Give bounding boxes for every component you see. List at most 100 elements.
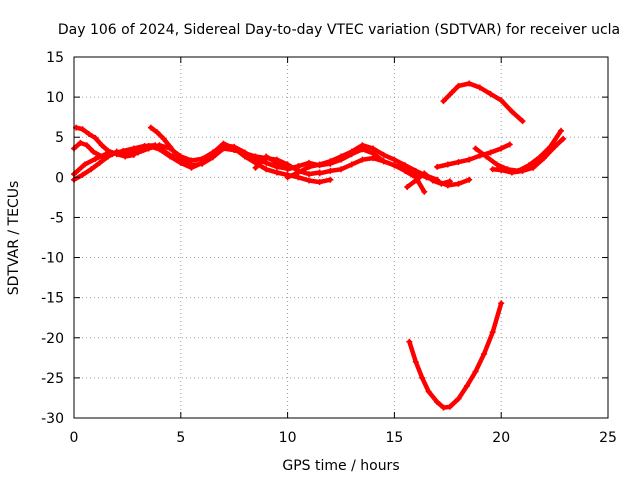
data-point [446,403,453,410]
data-point [188,162,195,169]
data-point [88,166,95,173]
data-point [404,183,411,190]
y-axis-label: SDTVAR / TECUs [6,181,22,296]
data-point [449,89,456,96]
series-trace-13 [441,81,525,124]
y-tick-label: 10 [46,90,64,106]
data-point [444,161,451,168]
data-point [77,139,84,146]
data-point [419,374,426,381]
data-point [167,143,174,150]
data-point [506,141,513,148]
data-point [487,149,494,156]
data-point [466,156,473,163]
data-point [92,155,99,162]
data-point [540,155,547,162]
data-point [412,358,419,365]
y-tick-label: -5 [50,210,64,226]
data-point [421,170,428,177]
data-point [327,158,334,165]
data-point [338,153,344,160]
data-point [305,171,312,178]
data-point [124,151,131,158]
data-point [327,167,334,174]
data-point [92,135,99,142]
data-point [519,118,526,125]
data-point [103,151,110,158]
data-point [156,142,163,149]
chart-title: Day 106 of 2024, Sidereal Day-to-day VTE… [58,22,620,38]
data-point [412,177,419,184]
data-point [220,145,227,152]
y-tick-label: -10 [41,251,64,267]
data-point [295,163,302,170]
data-point [434,163,441,170]
data-point [498,145,505,152]
y-tick-label: 15 [46,50,64,66]
axis-ticks: 0 5 10 15 20 25 -30 -25 -20 -15 -10 -5 0 5 10 15 [41,50,617,446]
data-point [241,150,248,157]
data-point [489,166,496,173]
y-tick-label: -20 [41,331,64,347]
data-point [370,155,377,162]
data-point [440,98,447,105]
data-point [489,329,496,336]
data-point [466,176,473,183]
y-tick-label: 0 [55,170,64,186]
data-point [316,170,323,177]
data-point [145,145,152,152]
data-point [359,156,366,163]
data-point [440,404,447,411]
data-point [327,176,334,183]
data-point [402,162,409,169]
data-point [391,156,398,163]
data-point [425,388,432,395]
data-point [498,97,505,104]
data-point [466,80,473,87]
data-point [359,142,366,149]
data-point [338,166,344,173]
data-point [558,127,565,134]
data-point [135,149,142,156]
data-point [483,153,490,160]
data-point [316,179,323,186]
data-point [252,153,259,160]
series-trace-14 [407,301,504,410]
data-point [464,382,471,389]
data-point [455,180,462,187]
data-point [508,108,515,115]
data-point [560,135,567,142]
y-tick-label: 5 [55,130,64,146]
data-point [481,350,488,357]
data-point [98,142,105,149]
data-point [391,162,398,169]
data-point [551,143,558,150]
x-tick-label: 25 [599,430,617,446]
data-point [147,124,154,131]
data-point [154,129,161,136]
y-tick-label: -15 [41,291,64,307]
data-point [406,338,413,345]
x-tick-label: 10 [279,430,297,446]
y-tick-label: -30 [41,411,64,427]
data-point [96,159,103,166]
data-point [472,145,479,152]
data-point [81,161,88,168]
data-point [160,135,167,142]
data-point [412,167,419,174]
data-point [429,177,436,184]
grid [74,57,608,418]
data-point [487,90,494,97]
data-point [130,145,137,152]
data-point [434,398,441,405]
data-point [421,188,428,195]
data-point [179,158,186,165]
data-point [348,148,355,155]
plot-border [73,56,609,419]
data-series [71,80,567,411]
data-point [252,164,259,171]
data-point [402,167,409,174]
x-tick-label: 5 [176,430,185,446]
data-point [348,161,355,168]
